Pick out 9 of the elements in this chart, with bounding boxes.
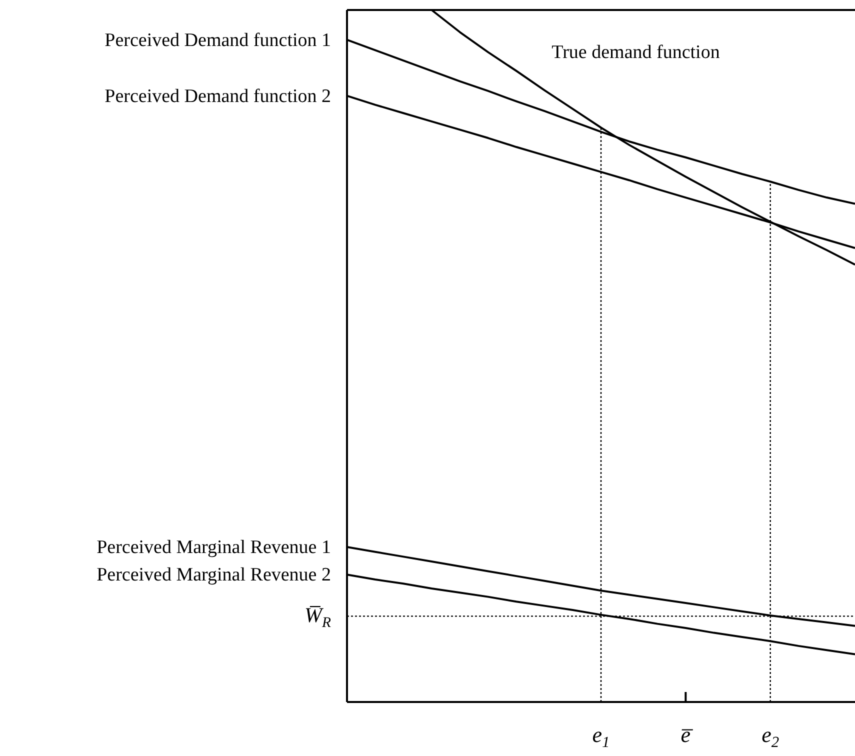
x-tick-label: e̅ <box>680 722 694 747</box>
series-label: Perceived Marginal Revenue 1 <box>96 536 331 558</box>
series-label: Perceived Marginal Revenue 2 <box>96 564 331 586</box>
series-label: Perceived Demand function 1 <box>104 30 331 51</box>
x-tick-label: e$_{1}$ <box>592 722 610 750</box>
ref-line-label: W̅$_{R}$ <box>304 603 332 631</box>
series-label: Perceived Demand function 2 <box>104 86 331 107</box>
series-label: True demand function <box>552 42 720 63</box>
x-tick-label: e$_{2}$ <box>762 722 780 750</box>
